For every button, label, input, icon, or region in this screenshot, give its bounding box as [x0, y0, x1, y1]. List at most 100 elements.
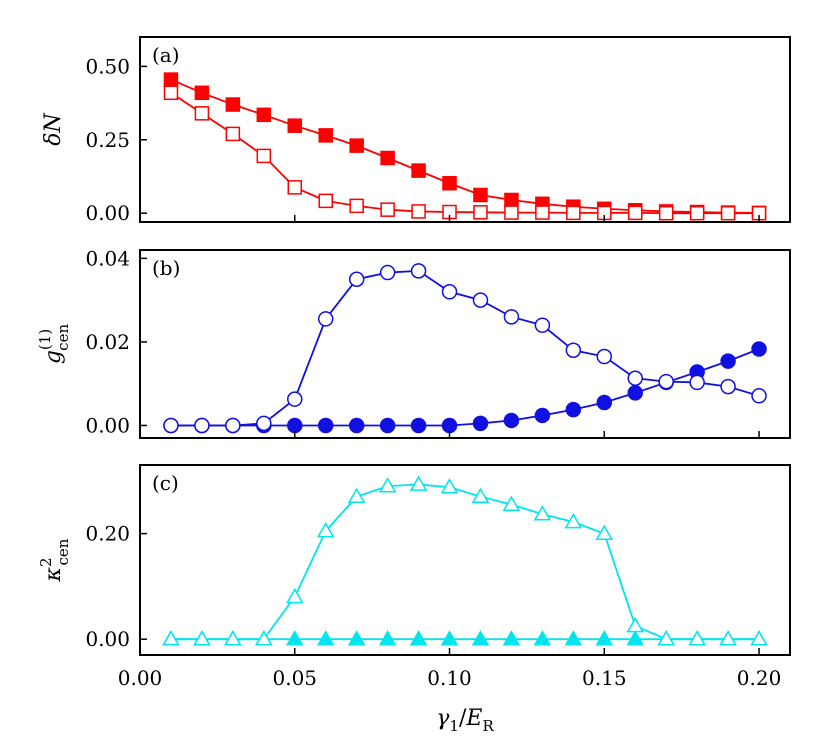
x-tick-label-4: 0.15	[582, 666, 627, 690]
x-tick-label-3: 0.10	[427, 666, 472, 690]
data-point-2-1-14	[565, 401, 582, 418]
y-axis-label-2: g(1)cen	[36, 324, 72, 365]
data-point-2-2-17	[658, 373, 674, 390]
data-point-2-2-4	[256, 415, 272, 432]
data-point-3-2-6	[316, 521, 335, 538]
y-axis-label-1: δN	[41, 113, 66, 146]
x-axis-label: γ1/ER	[436, 706, 494, 735]
data-point-3-2-8	[378, 477, 397, 493]
y-tick-label-2-1: 0.00	[85, 413, 130, 437]
data-point-1-2-5	[287, 180, 303, 195]
data-point-2-1-9	[410, 417, 427, 434]
data-point-2-2-14	[565, 342, 582, 359]
data-point-3-2-17	[657, 630, 675, 646]
y-tick-label-1-3: 0.50	[85, 54, 130, 78]
data-point-3-1-12	[502, 630, 521, 646]
data-point-1-2-7	[349, 198, 364, 214]
data-point-3-1-7	[347, 630, 366, 646]
data-point-3-2-19	[719, 630, 737, 646]
data-point-1-1-7	[349, 138, 364, 153]
data-point-1-2-17	[658, 205, 674, 221]
data-point-2-2-18	[689, 374, 705, 391]
plot-frame-1	[139, 36, 791, 223]
data-point-1-1-9	[411, 163, 426, 178]
data-point-2-2-6	[317, 311, 334, 327]
data-point-3-1-13	[533, 630, 552, 646]
data-point-2-2-9	[410, 263, 427, 279]
data-point-2-2-13	[534, 317, 551, 333]
data-point-2-2-16	[627, 370, 643, 387]
data-point-1-1-11	[473, 187, 488, 203]
data-point-3-2-14	[564, 512, 583, 529]
x-tick-label-5: 0.20	[737, 666, 782, 690]
data-point-1-1-5	[287, 118, 303, 133]
data-point-2-1-10	[441, 417, 458, 434]
data-point-3-2-10	[440, 478, 459, 494]
data-point-1-1-2	[194, 85, 210, 101]
panel-label-2: (b)	[152, 256, 180, 280]
data-point-2-1-6	[317, 417, 334, 434]
data-point-2-2-1	[163, 417, 179, 434]
data-point-2-1-19	[720, 353, 736, 369]
data-point-2-2-7	[348, 271, 365, 287]
data-point-3-2-4	[255, 630, 273, 646]
data-point-2-1-7	[348, 417, 365, 434]
data-point-1-2-19	[720, 205, 736, 221]
data-point-1-1-3	[225, 97, 241, 112]
data-point-3-1-15	[595, 630, 614, 646]
data-point-3-2-15	[595, 524, 614, 540]
data-point-1-1-12	[504, 192, 519, 208]
data-point-1-2-18	[689, 205, 705, 221]
y-tick-label-3-1: 0.00	[85, 627, 130, 651]
series-line-3-2	[170, 483, 760, 641]
data-point-3-2-20	[750, 630, 768, 646]
y-tick-label-2-3: 0.04	[85, 246, 130, 270]
data-point-1-2-3	[225, 126, 241, 142]
plot-frame-3	[139, 464, 791, 656]
data-point-1-2-4	[256, 148, 272, 164]
x-tick-label-1: 0.00	[118, 666, 163, 690]
data-point-3-1-16	[626, 630, 645, 646]
data-point-3-2-9	[409, 475, 428, 491]
data-point-2-2-20	[751, 388, 767, 404]
y-tick-label-1-2: 0.25	[85, 128, 130, 152]
y-axis-label-3: κ2cen	[37, 538, 72, 582]
plot-frame-2	[139, 249, 791, 439]
data-point-2-1-12	[503, 412, 520, 429]
data-point-1-2-13	[535, 205, 550, 220]
data-point-1-2-11	[473, 205, 488, 220]
data-point-1-1-6	[318, 128, 333, 143]
data-point-3-1-11	[471, 630, 490, 646]
data-point-2-1-16	[627, 385, 643, 401]
data-point-2-2-10	[441, 284, 458, 300]
data-point-3-2-12	[502, 495, 521, 511]
data-point-1-2-2	[194, 106, 210, 121]
data-point-2-1-20	[751, 341, 767, 357]
data-point-2-2-5	[287, 391, 303, 407]
data-point-1-2-12	[504, 205, 519, 220]
data-point-1-2-14	[566, 205, 581, 221]
series-line-2-2	[170, 269, 760, 427]
data-point-3-2-13	[533, 505, 552, 521]
data-point-2-2-8	[379, 264, 396, 281]
data-point-2-2-19	[720, 378, 736, 395]
y-tick-label-2-2: 0.02	[85, 330, 130, 354]
data-point-2-1-8	[379, 417, 396, 434]
data-point-3-2-2	[193, 630, 211, 646]
data-point-3-1-14	[564, 630, 583, 646]
data-point-3-1-5	[285, 630, 304, 646]
data-point-1-2-8	[380, 202, 395, 217]
data-point-3-1-6	[316, 630, 335, 646]
panel-label-1: (a)	[152, 43, 180, 67]
data-point-1-2-16	[627, 205, 643, 221]
data-point-2-1-15	[596, 394, 613, 411]
x-tick-label-2: 0.05	[272, 666, 317, 690]
data-point-2-1-5	[287, 417, 303, 434]
data-point-3-1-9	[409, 630, 428, 646]
data-point-2-2-11	[472, 292, 489, 308]
panel-1: 0.00 0.25 0.50 (a) δN	[41, 36, 791, 225]
data-point-2-2-3	[225, 417, 241, 434]
data-point-1-1-4	[256, 107, 272, 123]
data-point-3-2-5	[285, 587, 304, 604]
